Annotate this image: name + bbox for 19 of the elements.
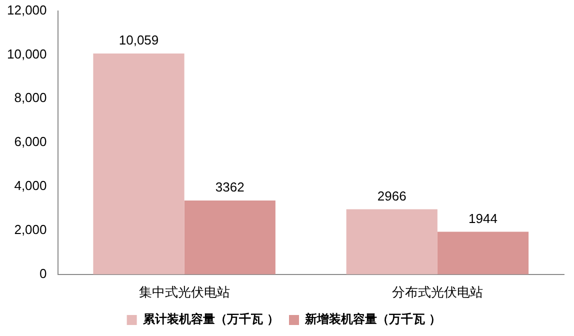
legend-label: 新增装机容量（万千瓦 ） [304, 312, 442, 326]
y-tick-label: 6,000 [14, 134, 47, 150]
data-label: 1944 [468, 210, 498, 226]
y-tick-label: 0 [40, 266, 47, 281]
y-tick-label: 12,000 [6, 2, 47, 18]
legend-label: 累计装机容量（万千瓦 ） [142, 312, 280, 326]
bar [93, 53, 184, 274]
bar [184, 200, 276, 274]
data-label: 3362 [215, 180, 244, 195]
data-label: 2966 [377, 188, 406, 204]
y-tick-label: 2,000 [14, 222, 47, 238]
data-label: 10,059 [118, 32, 159, 48]
bar [346, 209, 438, 274]
bar [437, 232, 529, 274]
x-tick-label: 分布式光伏电站 [392, 286, 483, 301]
x-tick-label: 集中式光伏电站 [138, 286, 230, 301]
y-tick-label: 8,000 [14, 90, 47, 106]
y-tick-label: 10,000 [6, 46, 47, 62]
y-tick-label: 4,000 [14, 178, 47, 194]
